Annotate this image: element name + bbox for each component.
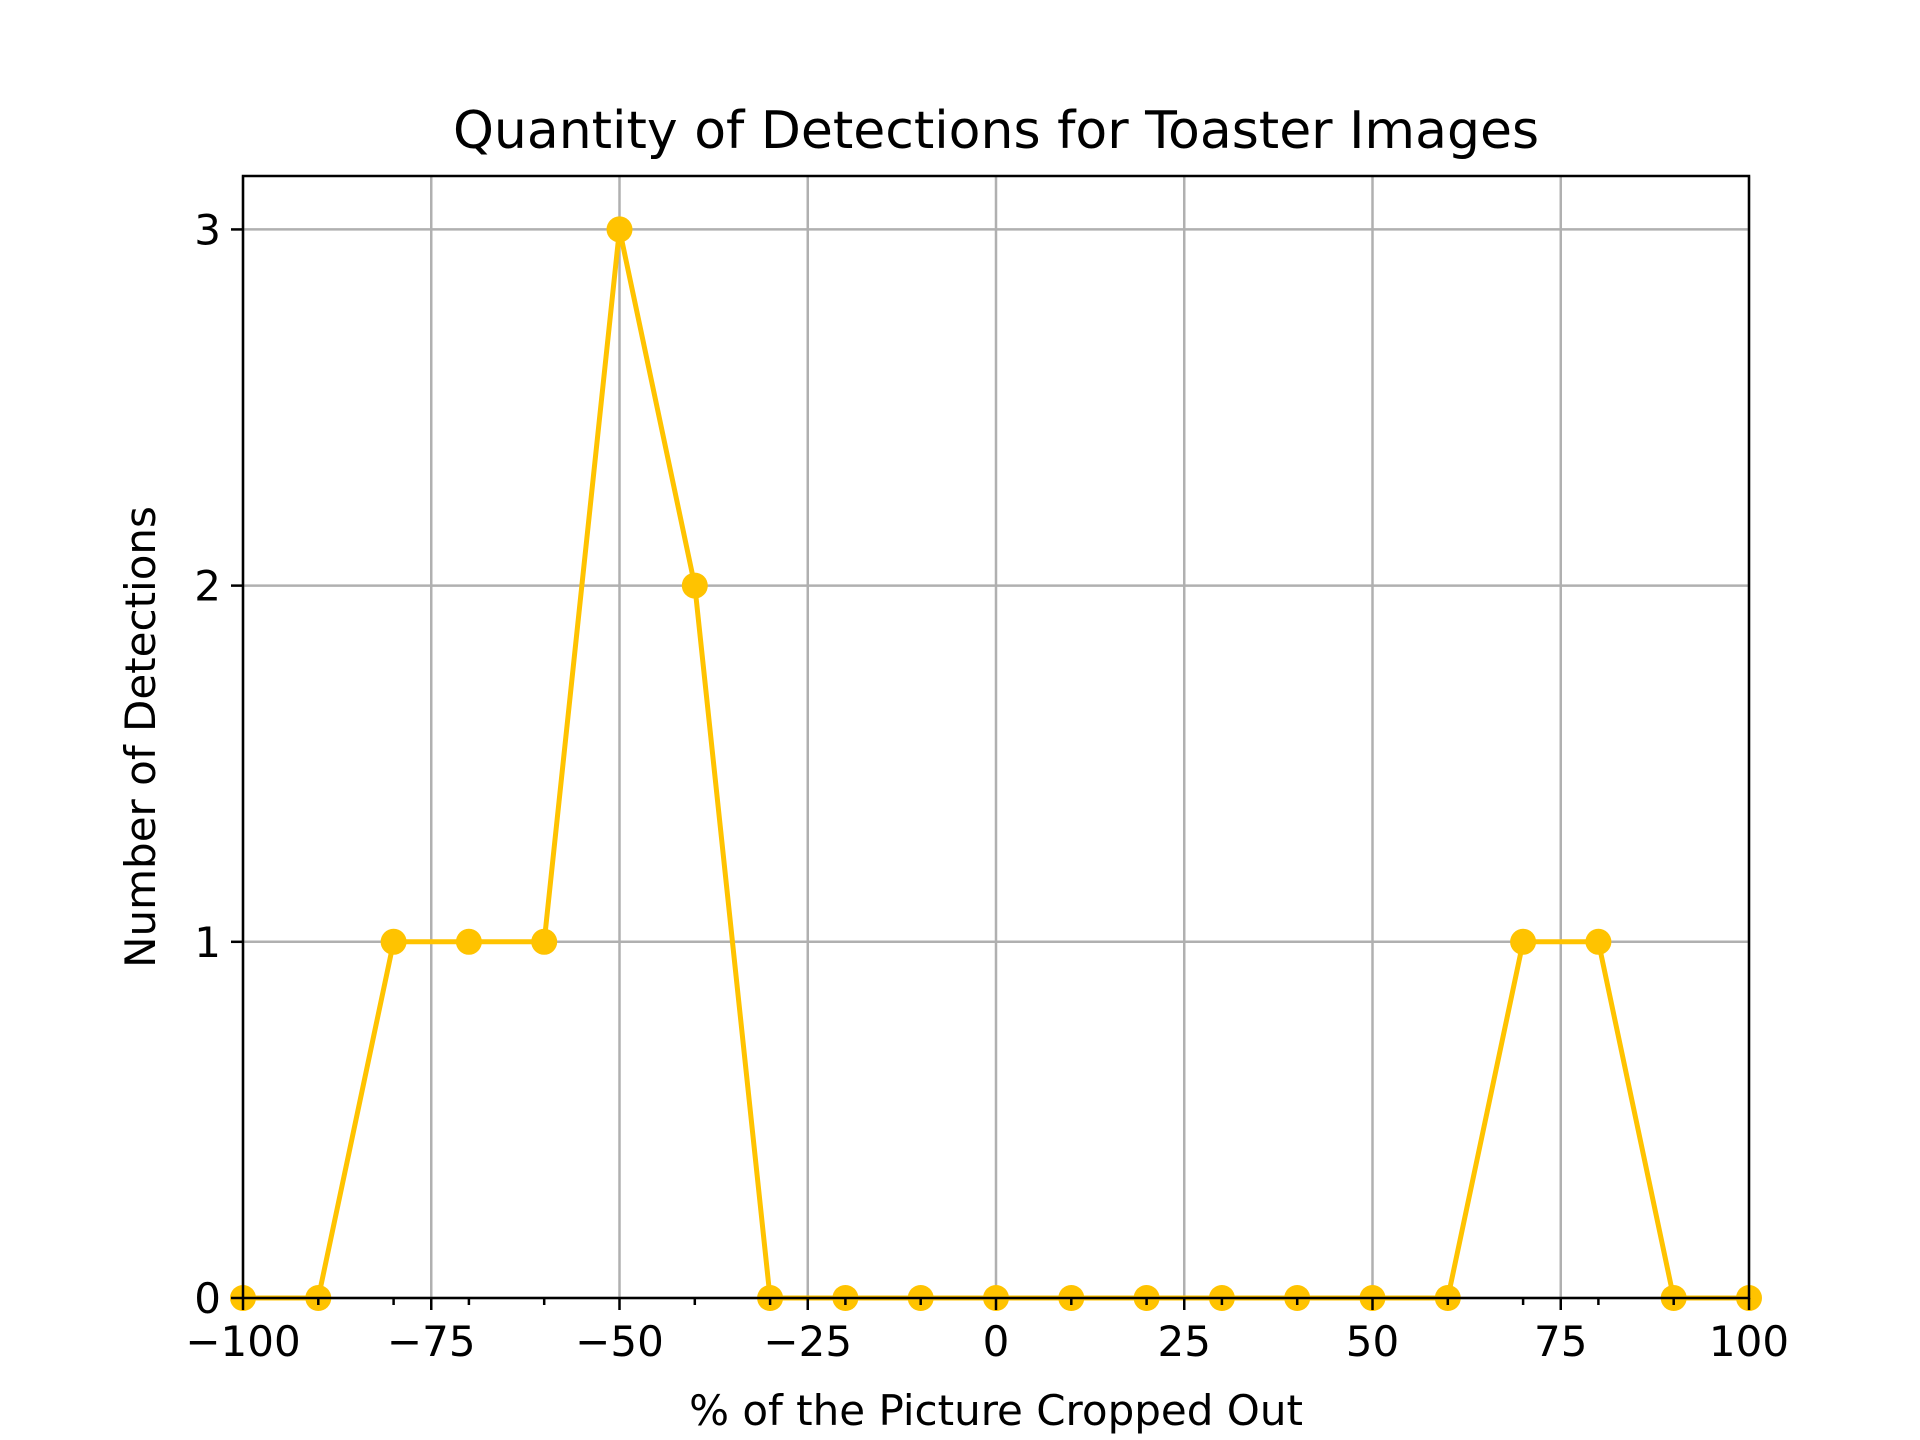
x-tick-label: −25	[763, 1317, 852, 1366]
x-tick-label: 100	[1709, 1317, 1789, 1366]
data-point	[1585, 928, 1612, 955]
y-tick-label: 2	[194, 562, 221, 611]
x-tick-label: −75	[387, 1317, 476, 1366]
y-axis-label: Number of Detections	[116, 506, 165, 968]
data-point	[531, 928, 558, 955]
data-point	[606, 216, 633, 243]
data-point	[380, 928, 407, 955]
grid	[241, 176, 1751, 1300]
x-tick-label: 75	[1534, 1317, 1587, 1366]
axis-ticks: −100 −75 −50 −25 0 25 50 75 100 0 1 2 3	[185, 205, 1789, 1366]
y-tick-label: 0	[194, 1274, 221, 1323]
x-axis-label: % of the Picture Cropped Out	[689, 1386, 1303, 1435]
y-tick-label: 1	[194, 918, 221, 967]
y-tick-label: 3	[194, 205, 221, 254]
x-tick-label: −100	[185, 1317, 300, 1366]
x-tick-label: −50	[575, 1317, 664, 1366]
data-point	[681, 572, 708, 599]
x-tick-label: 25	[1158, 1317, 1211, 1366]
x-tick-label: 0	[983, 1317, 1010, 1366]
data-point	[1510, 928, 1537, 955]
x-tick-label: 50	[1346, 1317, 1399, 1366]
data-point	[455, 928, 482, 955]
chart-title: Quantity of Detections for Toaster Image…	[453, 101, 1539, 161]
